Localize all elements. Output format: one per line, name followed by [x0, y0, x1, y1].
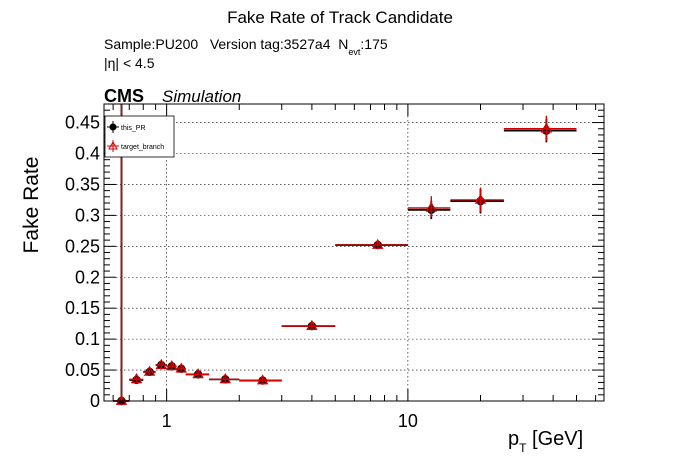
y-tick-label: 0.05 [65, 360, 100, 380]
y-tick-label: 0.25 [65, 236, 100, 256]
legend-label-target-branch: target_branch [121, 144, 164, 151]
simulation-label: Simulation [162, 87, 241, 106]
cms-label: CMS [104, 86, 144, 106]
series-this-PR [113, 104, 577, 406]
y-tick-label: 0.45 [65, 113, 100, 133]
legend: this_PR target_branch [104, 115, 175, 158]
sample-info-prefix: Sample:PU200 Version tag:3527a4 N [104, 36, 348, 52]
series-layer [113, 104, 577, 406]
legend-marker-this-pr [109, 123, 117, 131]
data-point [143, 365, 156, 376]
y-tick-label: 0 [90, 391, 100, 411]
x-axis-title-sub: T [519, 441, 527, 455]
legend-item-target-branch: target_branch [107, 140, 164, 152]
data-point [306, 319, 318, 330]
grid-lines [104, 104, 604, 401]
data-point [540, 122, 553, 133]
data-point [175, 362, 187, 373]
data-point [256, 374, 269, 385]
x-axis-title-unit: [GeV] [526, 428, 583, 450]
y-tick-label: 0.35 [65, 174, 100, 194]
data-point [166, 360, 178, 371]
legend-box [104, 115, 175, 158]
data-point [219, 373, 231, 384]
data-point [155, 358, 167, 369]
data-point [115, 394, 128, 405]
x-axis-title: pT [GeV] [508, 428, 583, 455]
x-axis-title-main: p [508, 428, 519, 450]
data-point [372, 238, 384, 249]
data-point [474, 193, 487, 204]
y-tick-label: 0.15 [65, 298, 100, 318]
x-tick-label: 1 [162, 411, 172, 431]
legend-item-this-pr: this_PR [107, 121, 146, 133]
sample-info-sub: evt [348, 47, 361, 57]
legend-marker-target-branch [108, 140, 118, 150]
plot-frame [103, 103, 605, 402]
y-axis-title: Fake Rate [20, 157, 43, 254]
eta-cut-label: |η| < 4.5 [104, 55, 155, 71]
y-tick-label: 0.3 [75, 205, 100, 225]
chart-title: Fake Rate of Track Candidate [227, 8, 453, 27]
legend-label-this-pr: this_PR [121, 125, 146, 132]
data-point [130, 373, 143, 384]
sample-info-suffix: :175 [360, 36, 387, 52]
data-point [192, 368, 204, 379]
y-tick-label: 0.4 [75, 144, 100, 164]
data-point [425, 201, 437, 212]
y-tick-label: 0.1 [75, 329, 100, 349]
y-tick-label: 0.2 [75, 267, 100, 287]
axis-ticks: 1 10 0 0.05 0.1 0.15 0.2 0.25 0.3 0.35 0.4 0.45 [65, 104, 604, 431]
sample-info: Sample:PU200 Version tag:3527a4 Nevt:175 [104, 36, 388, 57]
series-target-branch [113, 104, 577, 405]
x-tick-label: 10 [398, 411, 418, 431]
